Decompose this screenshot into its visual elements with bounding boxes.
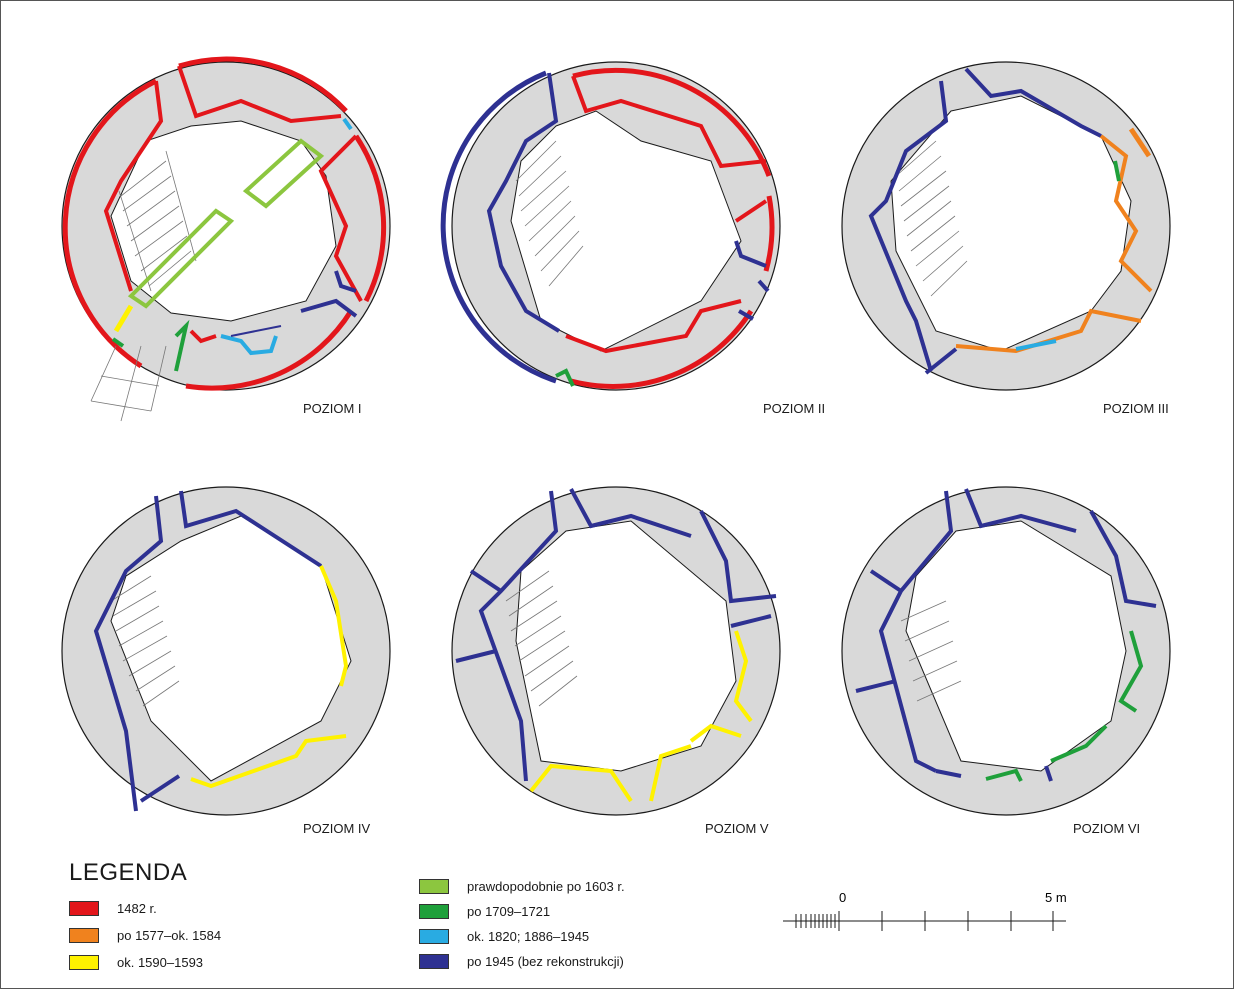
legend-item: ok. 1820; 1886–1945	[419, 927, 589, 945]
legend-title: LEGENDA	[69, 859, 188, 886]
legend-swatch	[69, 900, 99, 916]
level-label: POZIOM II	[763, 401, 825, 416]
staircase	[900, 600, 962, 702]
legend-swatch	[419, 928, 449, 944]
legend-item: po 1577–ok. 1584	[69, 926, 221, 944]
staircase	[110, 575, 180, 707]
legend-swatch	[419, 903, 449, 919]
plan-level-5: POZIOM V	[451, 486, 781, 836]
plan-level-3: POZIOM III	[841, 61, 1171, 416]
legend-swatch	[69, 954, 99, 970]
legend-swatch	[69, 927, 99, 943]
legend-item: prawdopodobnie po 1603 r.	[419, 877, 625, 895]
plan-level-4: POZIOM IV	[61, 486, 391, 836]
entrance-steps	[90, 345, 167, 422]
level-label: POZIOM III	[1103, 401, 1169, 416]
legend-item: ok. 1590–1593	[69, 953, 203, 971]
wall-po-1603	[127, 208, 235, 309]
legend-item: 1482 r.	[69, 899, 157, 917]
staircase	[895, 140, 968, 297]
legend-label: po 1709–1721	[467, 903, 551, 919]
legend-label: po 1945 (bez rekonstrukcji)	[467, 953, 624, 969]
interior-room	[110, 120, 337, 322]
level-label: POZIOM I	[303, 401, 362, 416]
scale-start-label: 0	[839, 890, 846, 905]
plan-level-1: POZIOM I	[61, 56, 391, 422]
scale-end-label: 5 m	[1045, 890, 1067, 905]
legend-label: ok. 1820; 1886–1945	[467, 928, 590, 944]
scale-bar: 0 5 m	[783, 890, 1067, 931]
tower-plans-canvas: POZIOM I POZIOM II	[61, 56, 1171, 836]
wall-po-1945	[440, 70, 557, 384]
legend-label: prawdopodobnie po 1603 r.	[467, 878, 625, 894]
level-label: POZIOM IV	[303, 821, 371, 836]
staircase	[505, 570, 578, 707]
legend-item: po 1709–1721	[419, 902, 550, 920]
legend-label: ok. 1590–1593	[117, 954, 204, 970]
legend-label: 1482 r.	[117, 900, 157, 916]
staircase	[515, 140, 584, 287]
plan-level-6: POZIOM VI	[841, 486, 1171, 836]
plan-level-2: POZIOM II	[440, 61, 825, 416]
level-label: POZIOM VI	[1073, 821, 1140, 836]
legend-item: po 1945 (bez rekonstrukcji)	[419, 952, 624, 970]
legend-swatch	[419, 878, 449, 894]
wall-1482-outer	[62, 78, 158, 369]
legend-label: po 1577–ok. 1584	[117, 927, 222, 943]
staircase	[118, 150, 197, 292]
level-label: POZIOM V	[705, 821, 769, 836]
legend-swatch	[419, 953, 449, 969]
